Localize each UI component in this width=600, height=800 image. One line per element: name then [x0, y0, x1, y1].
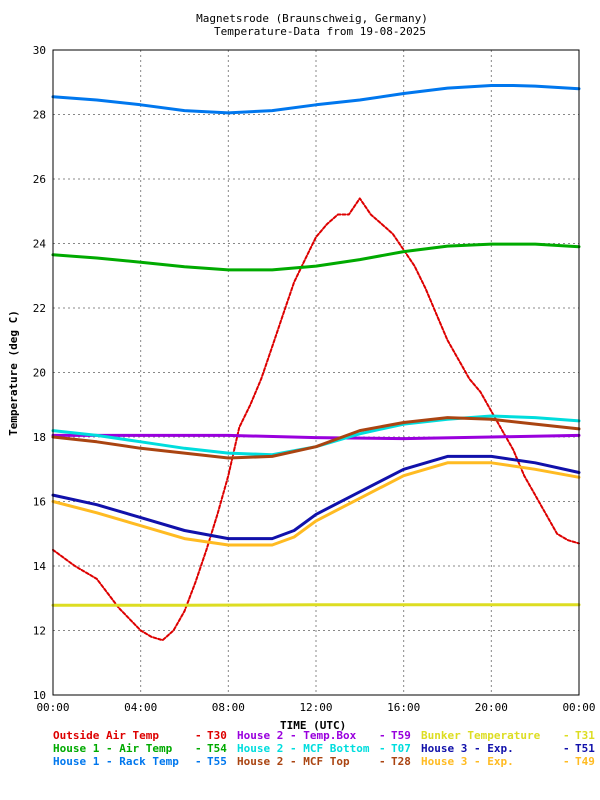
legend-code: T54	[207, 742, 227, 755]
y-tick-label: 16	[33, 496, 46, 509]
legend-code: T49	[575, 755, 595, 768]
legend-code: T55	[207, 755, 227, 768]
legend-label: House 2 - MCF Top	[237, 755, 350, 768]
legend-dash: -	[195, 729, 202, 742]
legend-dash: -	[195, 755, 202, 768]
x-tick-label: 04:00	[124, 701, 157, 714]
legend: Outside Air Temp - T30 House 2 - Temp.Box - T…	[53, 729, 595, 768]
x-tick-label: 08:00	[212, 701, 245, 714]
y-axis-title: Temperature (deg C)	[7, 310, 20, 436]
x-axis-title: TIME (UTC)	[280, 719, 346, 732]
x-tick-label: 12:00	[299, 701, 332, 714]
chart-subtitle: Temperature-Data from 19-08-2025	[214, 25, 426, 38]
series-line-t31	[51, 603, 581, 607]
chart-title: Magnetsrode (Braunschweig, Germany)	[196, 12, 428, 25]
legend-code: T07	[391, 742, 411, 755]
x-tick-label: 00:00	[36, 701, 69, 714]
legend-dash: -	[563, 755, 570, 768]
legend-code: T28	[391, 755, 411, 768]
legend-dash: -	[195, 742, 202, 755]
legend-code: T59	[391, 729, 411, 742]
legend-code: T31	[575, 729, 595, 742]
legend-code: T30	[207, 729, 227, 742]
y-tick-label: 20	[33, 367, 46, 380]
series-line-t49	[51, 461, 581, 547]
legend-label: House 2 - Temp.Box	[237, 729, 357, 742]
y-tick-label: 28	[33, 109, 46, 122]
legend-label: House 2 - MCF Bottom	[237, 742, 370, 755]
y-tick-label: 22	[33, 302, 46, 315]
y-tick-label: 12	[33, 625, 46, 638]
legend-dash: -	[379, 742, 386, 755]
legend-label: House 1 - Rack Temp	[53, 755, 179, 768]
legend-label: Outside Air Temp	[53, 729, 159, 742]
y-tick-label: 26	[33, 173, 46, 186]
legend-dash: -	[379, 729, 386, 742]
y-tick-label: 10	[33, 689, 46, 702]
legend-code: T51	[575, 742, 595, 755]
legend-label: House 3 - Exp.	[421, 755, 514, 768]
legend-dash: -	[563, 742, 570, 755]
y-tick-label: 30	[33, 44, 46, 57]
grid	[53, 50, 579, 695]
series-line-t54	[51, 242, 581, 272]
x-tick-label: 00:00	[562, 701, 595, 714]
x-tick-labels: 00:00 04:00 08:00 12:00 16:00 20:00 00:00	[36, 701, 595, 714]
x-tick-label: 20:00	[475, 701, 508, 714]
series-line-t30	[52, 197, 580, 642]
y-tick-label: 14	[33, 560, 47, 573]
y-tick-label: 18	[33, 431, 46, 444]
series-lines	[51, 84, 581, 642]
series-line-t51	[51, 454, 581, 541]
legend-dash: -	[379, 755, 386, 768]
legend-label: House 3 - Exp.	[421, 742, 514, 755]
series-line-t28	[51, 416, 581, 460]
y-tick-labels: 10 12 14 16 18 20 22 24 26 28 30	[33, 44, 47, 702]
legend-dash: -	[563, 729, 570, 742]
series-line-t59	[51, 433, 581, 441]
y-tick-label: 24	[33, 238, 47, 251]
legend-label: House 1 - Air Temp	[53, 742, 173, 755]
series-line-t55	[51, 84, 581, 115]
plot-frame	[52, 49, 580, 696]
x-tick-label: 16:00	[387, 701, 420, 714]
legend-label: Bunker Temperature	[421, 729, 541, 742]
